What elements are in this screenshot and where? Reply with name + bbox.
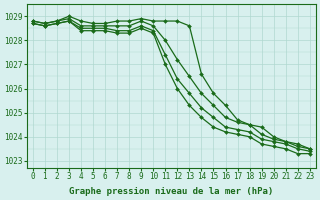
- X-axis label: Graphe pression niveau de la mer (hPa): Graphe pression niveau de la mer (hPa): [69, 187, 274, 196]
